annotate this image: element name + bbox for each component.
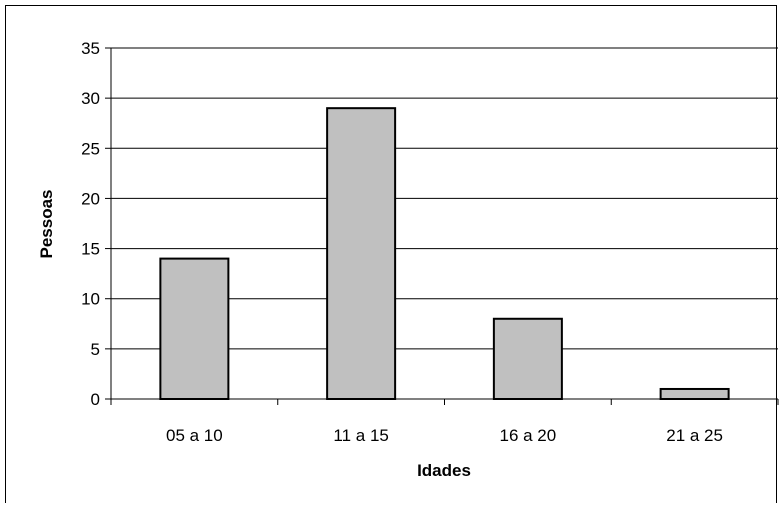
- bar-11-a-15: [326, 107, 397, 401]
- y-tick-label: 30: [81, 89, 100, 108]
- bar-16-a-20: [492, 317, 563, 400]
- x-tick-label: 16 a 20: [500, 426, 557, 445]
- y-tick-label: 15: [81, 240, 100, 259]
- x-axis-title: Idades: [417, 461, 471, 480]
- x-tick-label: 11 a 15: [333, 426, 388, 445]
- y-axis-title: Pessoas: [37, 190, 56, 259]
- x-tick-labels: 05 a 10 11 a 15 16 a 20 21 a 25: [166, 426, 723, 445]
- y-tick-label: 10: [81, 290, 100, 309]
- chart-frame: [5, 5, 777, 503]
- bar-21-a-25: [659, 387, 730, 401]
- y-tick-labels: 0 5 10 15 20 25 30 35: [81, 39, 100, 409]
- x-tick-label: 21 a 25: [666, 426, 723, 445]
- y-tick-label: 5: [91, 340, 100, 359]
- y-tick-label: 20: [81, 189, 100, 208]
- axes: [105, 47, 779, 405]
- x-tick-label: 05 a 10: [166, 426, 223, 445]
- bar-05-a-10: [159, 257, 230, 400]
- bars: [159, 107, 730, 401]
- y-tick-label: 35: [81, 39, 100, 58]
- y-tick-label: 25: [81, 139, 100, 158]
- y-tick-label: 0: [91, 390, 100, 409]
